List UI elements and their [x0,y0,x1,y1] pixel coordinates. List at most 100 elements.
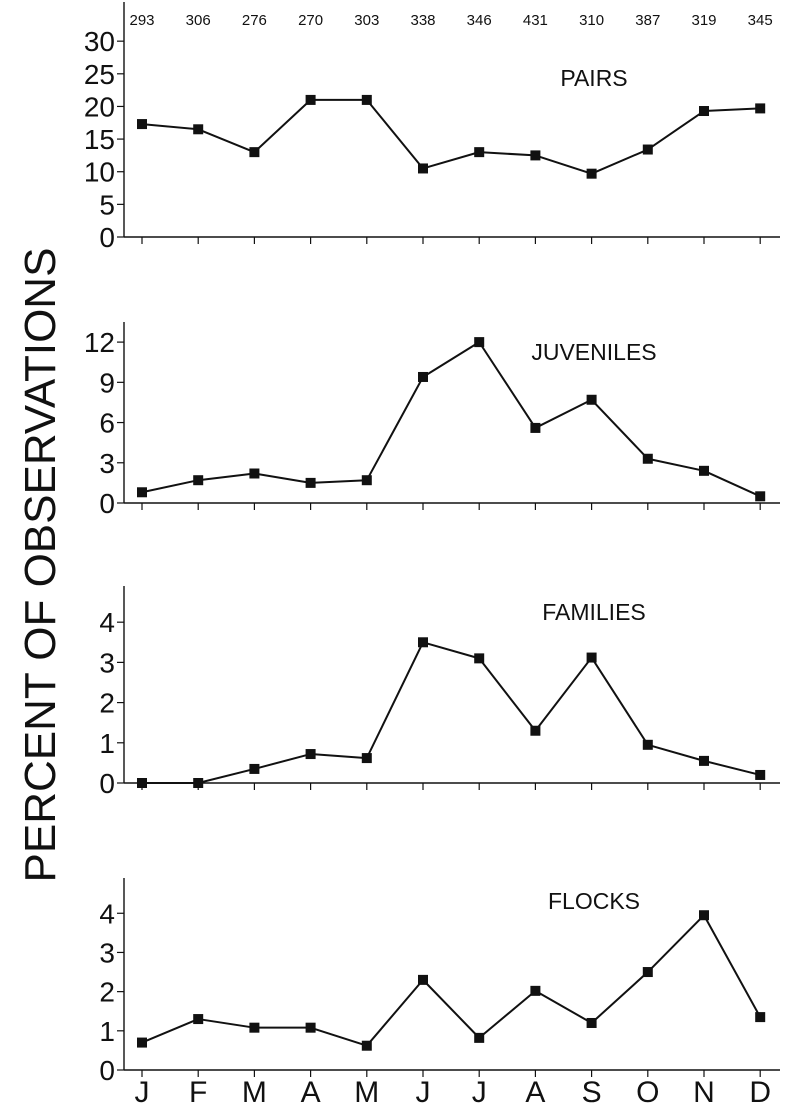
sample-size-label: 319 [691,12,716,29]
y-tick-label: 12 [84,327,115,358]
y-tick-label: 10 [84,157,115,188]
y-tick-label: 3 [99,448,115,479]
data-point [137,119,147,130]
month-label: S [582,1076,602,1109]
data-point [699,465,709,476]
panel-title: FAMILIES [542,599,646,625]
data-point [418,637,428,648]
data-point [474,1032,485,1043]
y-tick-label: 5 [99,189,115,220]
data-point [642,739,653,750]
data-point [755,769,766,780]
data-point [305,94,316,105]
sample-size-label: 345 [748,12,773,29]
month-label: M [354,1076,379,1109]
panel-families: 0 1 2 3 4 FAMILIES [99,586,780,799]
data-point [305,1022,316,1033]
data-point [193,475,204,486]
y-tick-label: 25 [84,59,115,90]
data-point [530,150,541,161]
data-point [474,147,485,158]
sample-size-label: 310 [579,12,604,29]
y-tick-label: 3 [99,937,115,968]
data-point [249,763,260,774]
data-point [642,144,653,155]
y-tick-label: 15 [84,124,115,155]
data-point [755,103,766,114]
panel-title: JUVENILES [531,339,656,365]
y-tick-label: 9 [99,367,115,398]
data-point [755,1012,766,1023]
series-line [141,914,762,1047]
data-point [193,124,204,135]
y-tick-label: 0 [99,488,115,519]
month-label: A [301,1076,321,1109]
month-label: N [693,1076,715,1109]
data-point [642,453,653,464]
y-tick-label: 2 [99,977,115,1008]
sample-size-label: 276 [242,12,267,29]
y-tick-label: 1 [99,1016,115,1047]
data-point [699,910,709,921]
data-point [699,755,709,766]
data-point [305,749,316,760]
data-point [755,491,766,502]
y-tick-label: 6 [99,408,115,439]
data-point [530,422,541,433]
panel-flocks: 0 1 2 3 4 FLOCKS [99,878,780,1086]
data-point [530,985,541,996]
data-point [530,725,541,736]
y-tick-label: 0 [99,768,115,799]
sample-size-label: 346 [467,12,492,29]
data-point [586,652,597,663]
panel-juveniles: 0 3 6 9 12 JUVENILES [84,322,780,519]
y-tick-label: 4 [99,607,115,638]
series-line [141,98,761,175]
data-point [137,487,147,498]
y-tick-label: 1 [99,728,115,759]
panel-title: PAIRS [560,65,627,91]
data-point [193,1014,204,1025]
data-point [361,94,372,105]
month-label: M [242,1076,267,1109]
y-tick-label: 20 [84,91,115,122]
y-tick-label: 3 [99,647,115,678]
month-label: J [472,1076,487,1109]
data-point [361,753,372,764]
data-point [249,468,260,479]
month-label: J [416,1076,431,1109]
data-point [305,477,316,488]
data-point [361,1040,372,1051]
data-point [418,371,428,382]
y-tick-label: 30 [84,26,115,57]
month-label: D [749,1076,771,1109]
data-point [361,475,372,486]
sample-size-label: 293 [129,12,154,29]
sample-size-label: 431 [523,12,548,29]
sample-size-label: 270 [298,12,323,29]
data-point [137,778,147,788]
sample-size-label: 306 [186,12,211,29]
month-label: A [525,1076,545,1109]
data-point [249,147,260,158]
data-point [418,974,428,985]
data-point [699,106,709,117]
series-line [142,641,761,784]
panel-title: FLOCKS [548,888,640,914]
y-axis-label: PERCENT OF OBSERVATIONS [16,248,65,883]
y-tick-label: 2 [99,688,115,719]
data-point [249,1022,260,1033]
data-point [586,1017,597,1028]
sample-size-label: 338 [410,12,435,29]
sample-size-label: 387 [635,12,660,29]
month-label: F [189,1076,207,1109]
data-point [474,337,485,348]
data-point [418,163,428,174]
data-point [137,1037,147,1048]
month-label: O [636,1076,659,1109]
data-point [586,168,597,179]
